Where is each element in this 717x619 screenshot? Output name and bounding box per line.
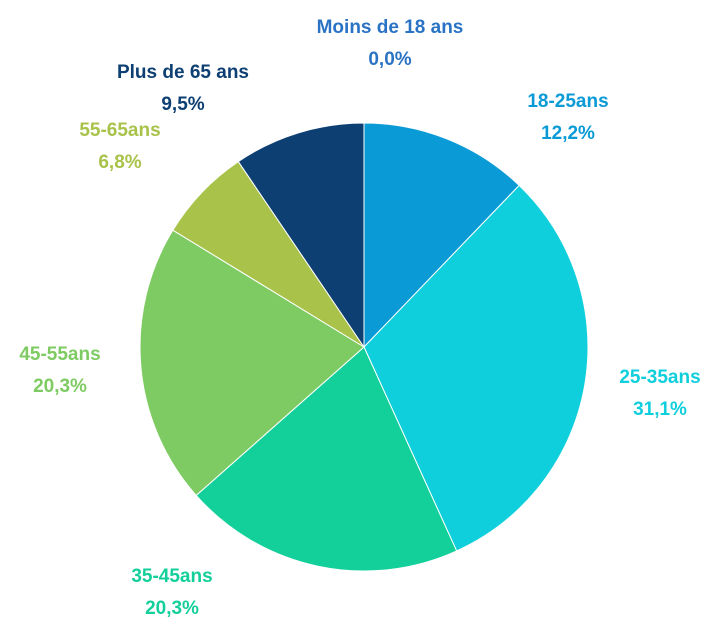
slice-label: 45-55ans bbox=[19, 344, 100, 365]
slice-label: 35-45ans bbox=[131, 566, 212, 587]
slice-value-label: 12,2% bbox=[541, 123, 595, 144]
slice-value-label: 20,3% bbox=[145, 598, 199, 619]
slice-value-label: 0,0% bbox=[368, 49, 411, 70]
slice-label: 55-65ans bbox=[79, 120, 160, 141]
slice-label: Plus de 65 ans bbox=[117, 62, 249, 83]
slice-label: 25-35ans bbox=[619, 367, 700, 388]
slice-value-label: 31,1% bbox=[633, 399, 687, 420]
slice-label: 18-25ans bbox=[527, 91, 608, 112]
slice-value-label: 9,5% bbox=[161, 94, 204, 115]
pie-slice bbox=[363, 122, 520, 349]
pie-slice bbox=[237, 122, 365, 349]
slice-value-label: 20,3% bbox=[33, 376, 87, 397]
pie-slice bbox=[139, 229, 365, 497]
pie-slice bbox=[195, 346, 458, 572]
pie-slice bbox=[363, 184, 589, 552]
slice-label: Moins de 18 ans bbox=[317, 17, 464, 38]
slice-value-label: 6,8% bbox=[98, 152, 141, 173]
